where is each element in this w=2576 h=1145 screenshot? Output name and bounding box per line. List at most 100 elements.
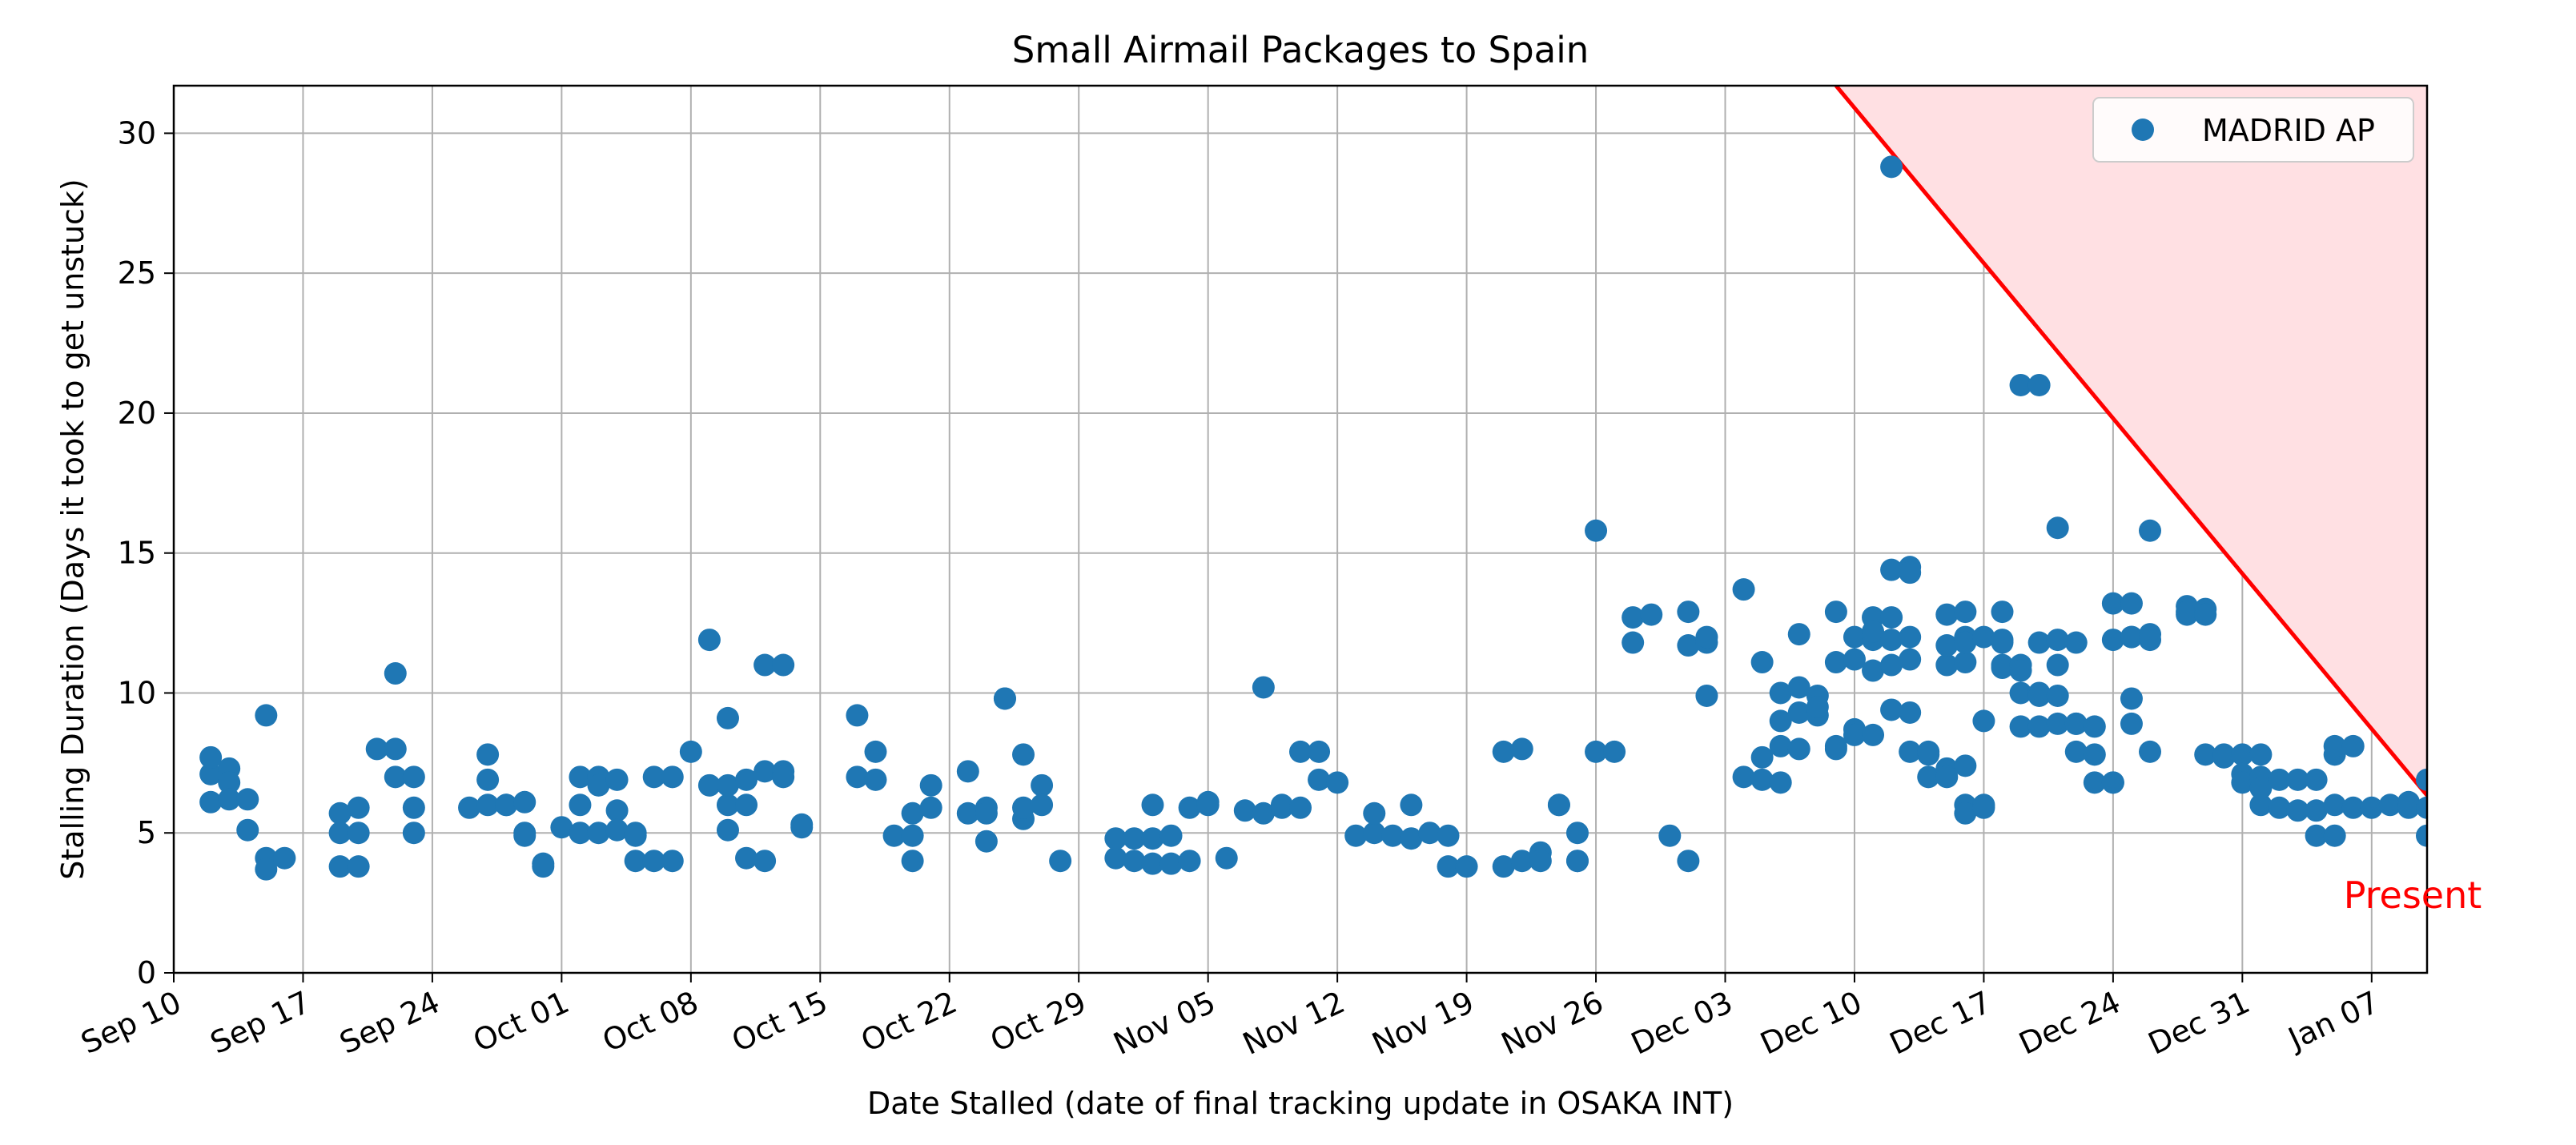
scatter-point [2139, 740, 2162, 763]
scatter-point [2064, 631, 2088, 654]
scatter-point [218, 771, 241, 794]
scatter-point [1492, 740, 1515, 763]
scatter-point [624, 850, 647, 873]
scatter-point [605, 818, 629, 842]
scatter-point [1787, 701, 1810, 724]
scatter-point [1991, 657, 2014, 680]
scatter-point [1769, 771, 1792, 794]
scatter-point [2341, 734, 2365, 757]
scatter-point [2027, 684, 2051, 707]
y-axis: 0 5 10 15 20 25 30 [118, 115, 174, 990]
scatter-point [1178, 796, 1201, 819]
scatter-point [697, 773, 721, 797]
scatter-point [846, 704, 869, 727]
scatter-point [2212, 745, 2236, 769]
scatter-point [1732, 578, 1755, 601]
scatter-point [1381, 824, 1405, 847]
scatter-point [1308, 740, 1331, 763]
scatter-point [2416, 768, 2427, 791]
scatter-point [2249, 777, 2273, 800]
scatter-point [1750, 745, 1774, 769]
scatter-point [2009, 373, 2032, 396]
legend-label: MADRID AP [2202, 113, 2375, 148]
scatter-point [2046, 712, 2069, 735]
scatter-point [1935, 634, 1959, 657]
scatter-point [1862, 723, 1885, 746]
scatter-point [2416, 796, 2427, 819]
scatter-point [347, 822, 370, 845]
scatter-point [1159, 824, 1183, 847]
scatter-point [1677, 634, 1700, 657]
data-points [199, 155, 2427, 881]
present-line [1834, 86, 2427, 799]
scatter-point [2101, 629, 2124, 652]
scatter-point [273, 846, 296, 870]
scatter-point [1344, 824, 1368, 847]
scatter-point [1455, 855, 1478, 878]
scatter-point [790, 816, 814, 839]
scatter-point [550, 816, 573, 839]
scatter-point [735, 768, 758, 791]
y-tick-label: 0 [137, 955, 156, 990]
scatter-point [679, 740, 702, 763]
scatter-point [605, 768, 629, 791]
scatter-point [1492, 855, 1515, 878]
scatter-point [2378, 793, 2401, 817]
scatter-point [1252, 802, 1275, 825]
scatter-point [1270, 796, 1293, 819]
scatter-point [347, 796, 370, 819]
scatter-point [1954, 754, 1977, 777]
scatter-point [1917, 765, 1940, 789]
scatter-point [1123, 827, 1146, 850]
scatter-point [513, 824, 536, 847]
scatter-point [199, 790, 223, 814]
scatter-point [1363, 802, 1386, 825]
scatter-point [901, 802, 924, 825]
scatter-point [1695, 684, 1718, 707]
scatter-point [1510, 850, 1533, 873]
scatter-point [1917, 740, 1940, 763]
scatter-point [384, 765, 407, 789]
scatter-point [2046, 629, 2069, 652]
scatter-point [1972, 709, 1995, 733]
scatter-point [495, 793, 518, 817]
scatter-point [1787, 623, 1810, 646]
scatter-point [569, 793, 592, 817]
present-annotation: Present [2344, 874, 2482, 917]
scatter-point [1787, 676, 1810, 699]
scatter-point [1862, 659, 1885, 682]
scatter-point [1233, 799, 1256, 822]
scatter-point [1622, 606, 1645, 629]
scatter-point [1159, 852, 1183, 875]
scatter-point [2194, 603, 2217, 626]
scatter-point [1603, 740, 1626, 763]
scatter-point [1843, 723, 1866, 746]
scatter-point [569, 822, 592, 845]
scatter-point [1935, 653, 1959, 677]
scatter-point [236, 788, 259, 811]
scatter-point [587, 822, 610, 845]
scatter-point [956, 760, 979, 783]
scatter-point [642, 850, 665, 873]
scatter-point [2341, 796, 2365, 819]
scatter-point [2286, 768, 2309, 791]
chart-title: Small Airmail Packages to Spain [1012, 29, 1589, 71]
scatter-point [2194, 743, 2217, 766]
scatter-point [1935, 765, 1959, 789]
scatter-point [1308, 768, 1331, 791]
x-axis-label: Date Stalled (date of final tracking upd… [867, 1086, 1734, 1121]
scatter-point [402, 765, 425, 789]
scatter-point [919, 796, 942, 819]
scatter-point [754, 760, 777, 783]
scatter-point [716, 773, 739, 797]
scatter-point [2139, 629, 2162, 652]
scatter-point [2268, 796, 2291, 819]
scatter-point [1658, 824, 1682, 847]
scatter-point [2083, 743, 2106, 766]
scatter-point [1363, 822, 1386, 845]
scatter-point [2046, 684, 2069, 707]
scatter-point [1991, 629, 2014, 652]
scatter-point [2139, 519, 2162, 542]
y-tick-label: 30 [118, 115, 156, 151]
scatter-point [1031, 773, 1054, 797]
